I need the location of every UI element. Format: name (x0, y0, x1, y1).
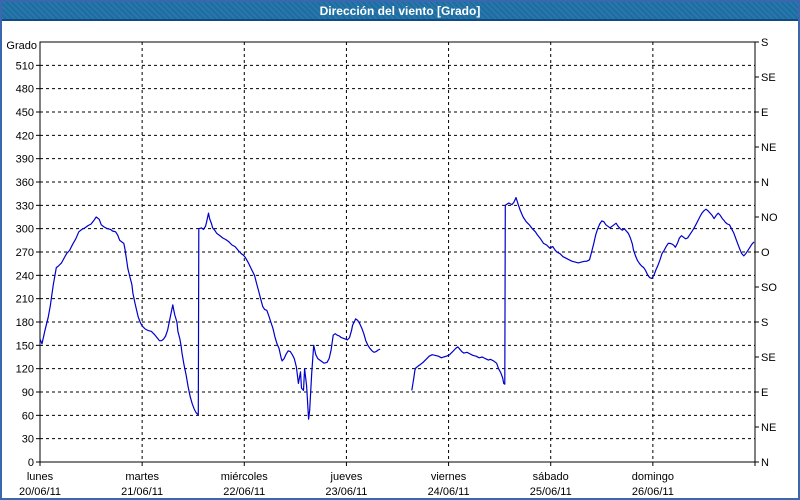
y-tick-label: 150 (16, 340, 34, 352)
day-date-label: 25/06/11 (530, 486, 572, 498)
y-tick-label: 240 (16, 270, 34, 282)
compass-tick-label: NE (761, 422, 776, 434)
compass-tick-label: S (761, 37, 768, 49)
y-tick-label: 510 (16, 60, 34, 72)
chart-title: Dirección del viento [Grado] (319, 4, 481, 18)
y-axis-unit-label: Grado (6, 40, 37, 52)
day-date-label: 22/06/11 (223, 486, 265, 498)
compass-tick-label: NE (761, 142, 776, 154)
y-tick-label: 480 (16, 84, 34, 96)
day-name-label: sábado (533, 471, 569, 483)
y-axis-left: 0 30 60 90 120 150 180 210 240 270 300 330 360 390 420… (16, 60, 40, 469)
compass-tick-label: N (761, 457, 769, 469)
day-date-label: 24/06/11 (428, 486, 470, 498)
compass-tick-label: SE (761, 72, 776, 84)
wind-direction-line (411, 197, 755, 391)
compass-tick-label: E (761, 107, 768, 119)
y-tick-label: 270 (16, 247, 34, 259)
y-tick-label: 60 (22, 410, 34, 422)
y-tick-label: 420 (16, 130, 34, 142)
chart-title-bar: Dirección del viento [Grado] (2, 2, 798, 21)
y-tick-label: 30 (22, 434, 34, 446)
day-name-label: lunes (27, 471, 54, 483)
x-axis: lunes 20/06/11 martes 21/06/11 miércoles 22/0… (19, 462, 756, 498)
day-date-label: 26/06/11 (632, 486, 674, 498)
day-name-label: domingo (632, 471, 674, 483)
compass-tick-label: SO (761, 282, 777, 294)
y-axis-right: N NE E SE S SO O NO N NE E SE S (755, 37, 778, 469)
compass-tick-label: NO (761, 212, 778, 224)
y-tick-label: 300 (16, 224, 34, 236)
y-tick-label: 210 (16, 294, 34, 306)
compass-tick-label: O (761, 247, 770, 259)
y-tick-label: 0 (28, 457, 34, 469)
day-name-label: viernes (431, 471, 467, 483)
y-tick-label: 390 (16, 154, 34, 166)
y-tick-label: 330 (16, 200, 34, 212)
compass-tick-label: E (761, 387, 768, 399)
y-tick-label: 90 (22, 387, 34, 399)
day-name-label: jueves (330, 471, 363, 483)
compass-tick-label: SE (761, 352, 776, 364)
wind-direction-line (39, 212, 381, 420)
day-name-label: miércoles (221, 471, 269, 483)
day-date-label: 20/06/11 (19, 486, 61, 498)
day-date-label: 21/06/11 (121, 486, 163, 498)
compass-tick-label: N (761, 177, 769, 189)
y-tick-label: 180 (16, 317, 34, 329)
gridlines (40, 42, 755, 462)
y-tick-label: 120 (16, 364, 34, 376)
day-date-label: 23/06/11 (325, 486, 367, 498)
y-tick-label: 360 (16, 177, 34, 189)
compass-tick-label: S (761, 317, 768, 329)
y-tick-label: 450 (16, 107, 34, 119)
day-name-label: martes (125, 471, 159, 483)
